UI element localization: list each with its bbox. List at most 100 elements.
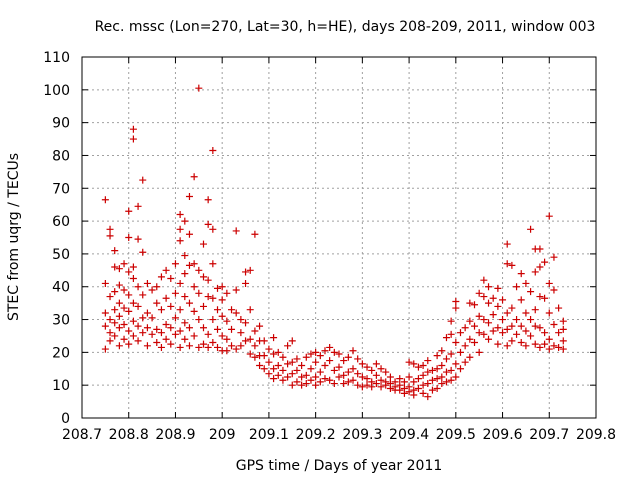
data-point — [232, 309, 240, 317]
data-point — [228, 306, 236, 314]
data-point — [410, 360, 418, 368]
data-point — [517, 322, 525, 330]
data-point — [541, 340, 549, 348]
data-point — [555, 304, 563, 312]
data-point — [185, 230, 193, 238]
x-tick-label: 209.7 — [529, 427, 569, 443]
data-point — [485, 299, 493, 307]
data-point — [256, 361, 264, 369]
data-point — [265, 345, 273, 353]
data-point — [181, 252, 189, 260]
x-tick-label: 209.8 — [576, 427, 616, 443]
data-point — [157, 329, 165, 337]
data-point — [195, 84, 203, 92]
data-point — [316, 352, 324, 360]
data-point — [279, 366, 287, 374]
data-point — [218, 312, 226, 320]
data-point — [503, 342, 511, 350]
data-point — [545, 335, 553, 343]
data-point — [162, 266, 170, 274]
x-tick-label: 209.3 — [342, 427, 382, 443]
data-point — [106, 232, 114, 240]
data-point — [242, 268, 250, 276]
data-point — [284, 360, 292, 368]
data-point — [162, 294, 170, 302]
data-point — [125, 307, 133, 315]
data-point — [447, 330, 455, 338]
data-point — [125, 268, 133, 276]
data-point — [185, 192, 193, 200]
data-point — [120, 335, 128, 343]
data-point — [363, 363, 371, 371]
data-point — [185, 342, 193, 350]
data-point — [461, 358, 469, 366]
data-point — [419, 371, 427, 379]
y-tick-label: 60 — [52, 214, 70, 230]
data-point — [204, 276, 212, 284]
data-point — [111, 247, 119, 255]
data-point — [190, 283, 198, 291]
data-point — [251, 353, 259, 361]
x-tick-label: 208.8 — [109, 427, 149, 443]
data-point — [508, 337, 516, 345]
data-point — [456, 329, 464, 337]
data-point — [433, 375, 441, 383]
data-point — [489, 294, 497, 302]
data-point — [354, 355, 362, 363]
data-point — [111, 319, 119, 327]
y-tick-label: 100 — [43, 83, 70, 99]
data-point — [475, 329, 483, 337]
data-point — [382, 381, 390, 389]
data-point — [531, 268, 539, 276]
data-point — [414, 375, 422, 383]
data-point — [480, 330, 488, 338]
data-point — [120, 320, 128, 328]
data-point — [428, 386, 436, 394]
data-point — [447, 376, 455, 384]
data-point — [428, 376, 436, 384]
data-point — [312, 381, 320, 389]
data-point — [171, 289, 179, 297]
data-point — [162, 335, 170, 343]
data-point — [176, 327, 184, 335]
data-point — [354, 381, 362, 389]
data-point — [442, 334, 450, 342]
data-point — [199, 324, 207, 332]
data-point — [456, 348, 464, 356]
data-point — [447, 350, 455, 358]
data-point — [396, 386, 404, 394]
data-point — [354, 370, 362, 378]
data-point — [358, 373, 366, 381]
data-point — [111, 288, 119, 296]
y-tick-label: 90 — [52, 116, 70, 132]
data-point — [316, 368, 324, 376]
data-point — [134, 322, 142, 330]
y-tick-label: 70 — [52, 181, 70, 197]
data-point — [134, 337, 142, 345]
data-point — [251, 342, 259, 350]
data-point — [372, 360, 380, 368]
data-point — [214, 284, 222, 292]
data-point — [424, 393, 432, 401]
data-point — [246, 306, 254, 314]
data-point — [405, 373, 413, 381]
data-point — [485, 319, 493, 327]
data-point — [274, 348, 282, 356]
data-point — [550, 320, 558, 328]
data-point — [372, 371, 380, 379]
data-point — [209, 294, 217, 302]
data-point — [541, 329, 549, 337]
data-point — [190, 307, 198, 315]
data-point — [494, 284, 502, 292]
data-point — [480, 293, 488, 301]
data-point — [312, 373, 320, 381]
data-point — [513, 283, 521, 291]
data-point — [171, 330, 179, 338]
data-point — [433, 352, 441, 360]
data-point — [517, 339, 525, 347]
data-point — [466, 353, 474, 361]
data-point — [129, 275, 137, 283]
data-point — [527, 288, 535, 296]
data-point — [326, 343, 334, 351]
data-point — [270, 334, 278, 342]
